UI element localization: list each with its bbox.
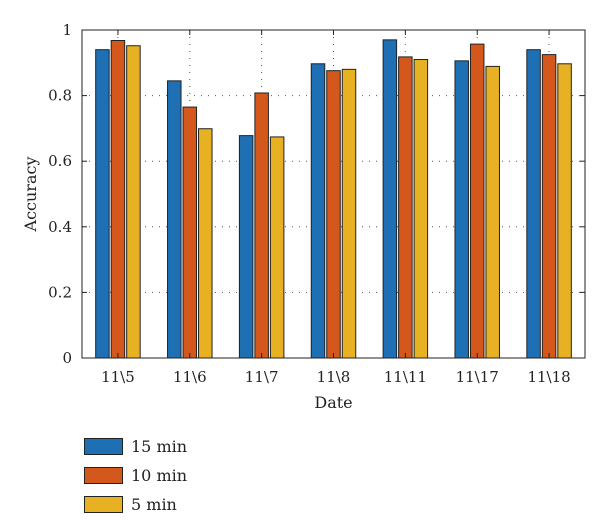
bar [310,63,326,359]
bar [485,65,500,359]
y-tick-label: 0.4 [48,218,72,236]
x-axis-label: Date [314,393,352,412]
bar [269,136,285,359]
x-tick-label: 11\6 [173,368,207,386]
y-tick-label: 0.8 [48,87,72,105]
bar [413,59,429,359]
bar [454,60,469,359]
legend-swatch-10min [84,467,123,484]
bar [541,54,557,359]
y-tick-label: 0.6 [48,152,72,170]
legend-swatch-15min [84,438,123,455]
legend-item: 5 min [84,490,187,519]
x-tick-label: 11\7 [245,368,279,386]
legend-label: 5 min [131,495,177,514]
axis-ticks: 0 0.2 0.4 0.6 0.8 1 11\5 11\6 11\7 11\8 11\11 11\17… [48,21,585,386]
bars [95,39,572,359]
legend-swatch-5min [84,496,123,513]
legend-item: 15 min [84,432,187,461]
x-tick-label: 11\17 [456,368,499,386]
bar [526,49,541,359]
bar [398,56,413,359]
x-tick-label: 11\8 [317,368,351,386]
legend-label: 10 min [131,466,188,485]
bar [238,135,254,359]
y-axis-label: Accuracy [21,157,40,233]
legend-item: 10 min [84,461,187,490]
bar [469,43,485,359]
x-tick-label: 11\18 [527,368,570,386]
bar [95,49,110,359]
legend-label: 15 min [131,437,188,456]
bar [110,39,126,359]
legend: 15 min 10 min 5 min [84,432,187,519]
bar-chart: 0 0.2 0.4 0.6 0.8 1 11\5 11\6 11\7 11\8 11\11 11\17… [21,21,586,412]
bar [557,63,572,359]
y-tick-label: 0.2 [48,283,72,301]
bar [198,128,213,359]
x-tick-label: 11\11 [384,368,427,386]
bar [382,39,398,359]
bar [182,106,198,359]
bar [326,70,341,359]
y-tick-label: 1 [62,21,72,39]
y-tick-label: 0 [62,349,72,367]
bar [341,68,357,359]
bar [167,80,182,359]
bar [254,92,269,359]
bar [126,45,141,359]
x-tick-label: 11\5 [101,368,135,386]
